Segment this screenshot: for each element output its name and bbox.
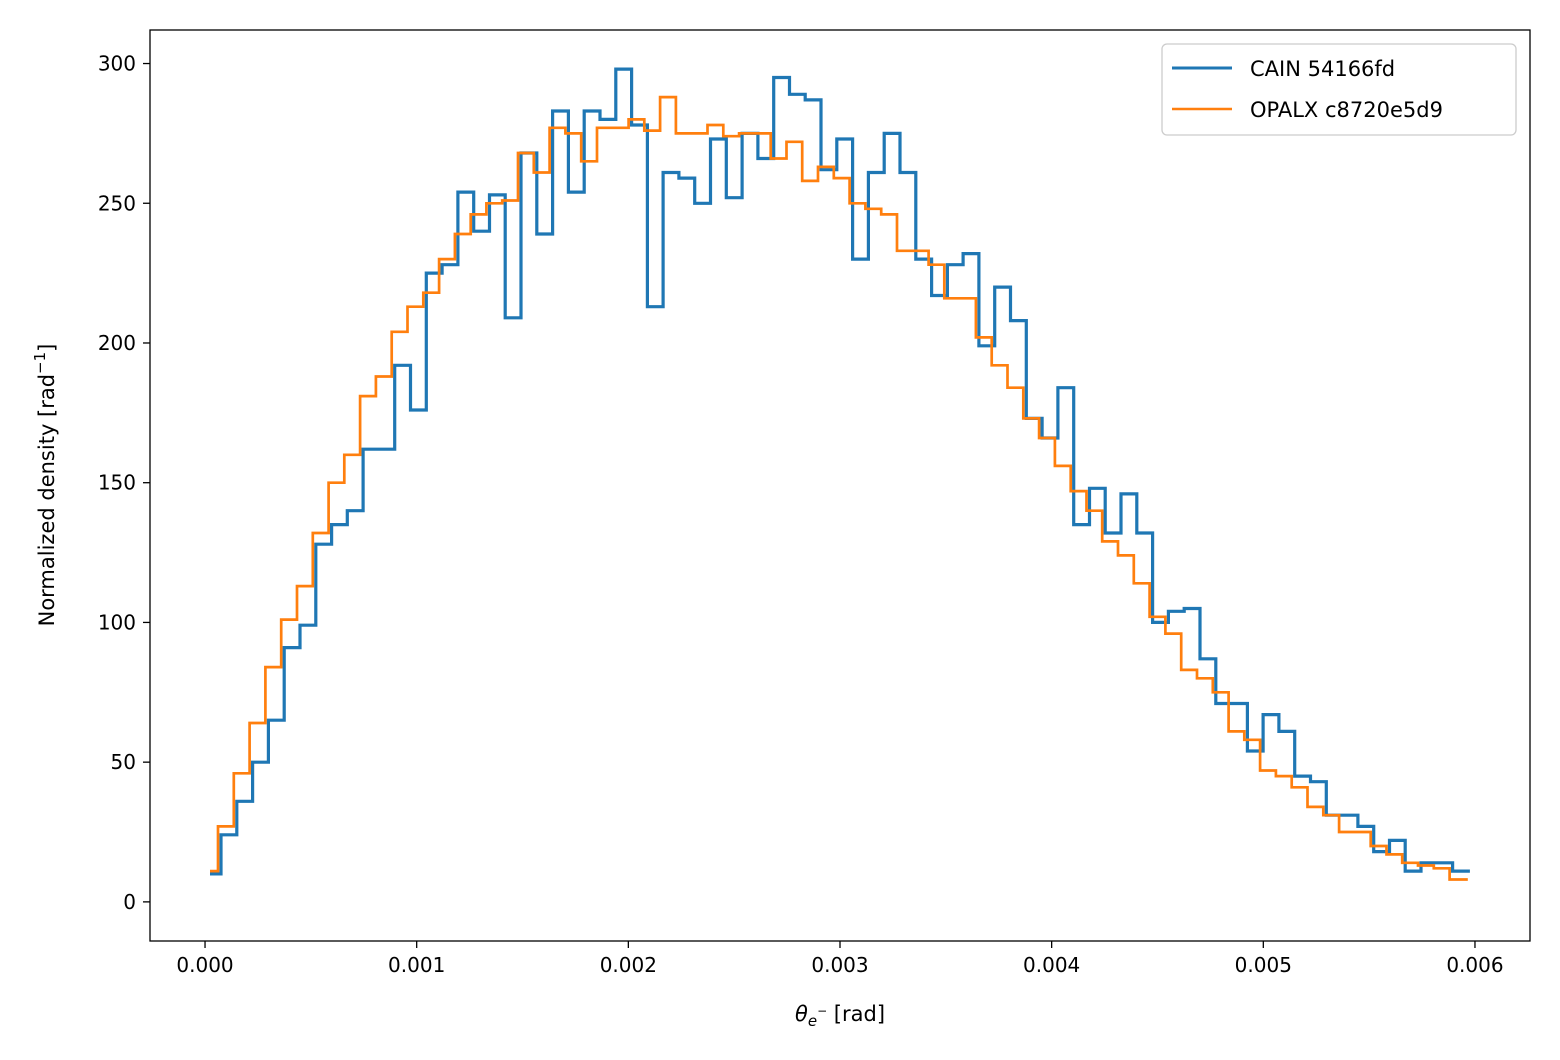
x-axis-label: θe− [rad] <box>795 1002 885 1030</box>
y-axis-label: Normalized density [rad−1] <box>31 344 59 627</box>
axes-frame <box>149 29 1531 942</box>
x-tick-label: 0.006 <box>1446 953 1503 977</box>
series-step-line-opalx <box>210 95 1468 881</box>
legend-box <box>1161 43 1517 136</box>
y-tick-label: 250 <box>98 191 136 215</box>
x-tick-label: 0.005 <box>1235 953 1292 977</box>
y-tick-label: 0 <box>123 890 136 914</box>
x-tick-label: 0.004 <box>1023 953 1080 977</box>
y-tick-label: 50 <box>111 750 136 774</box>
x-tick-label: 0.002 <box>600 953 657 977</box>
y-tick-label: 100 <box>98 610 136 634</box>
series-group <box>210 67 1470 881</box>
y-axis-ticks: 0 50 100 150 200 250 300 <box>98 52 150 914</box>
legend: CAIN 54166fd OPALX c8720e5d9 <box>1161 43 1517 136</box>
x-tick-label: 0.003 <box>811 953 868 977</box>
legend-label-cain: CAIN 54166fd <box>1250 57 1395 81</box>
x-tick-label: 0.000 <box>176 953 233 977</box>
x-tick-label: 0.001 <box>388 953 445 977</box>
series-step-line-cain <box>210 67 1470 876</box>
legend-label-opalx: OPALX c8720e5d9 <box>1250 98 1443 122</box>
x-axis-ticks: 0.000 0.001 0.002 0.003 0.004 0.005 0.006 <box>176 941 1504 977</box>
y-tick-label: 200 <box>98 331 136 355</box>
y-tick-label: 150 <box>98 471 136 495</box>
y-tick-label: 300 <box>98 52 136 76</box>
